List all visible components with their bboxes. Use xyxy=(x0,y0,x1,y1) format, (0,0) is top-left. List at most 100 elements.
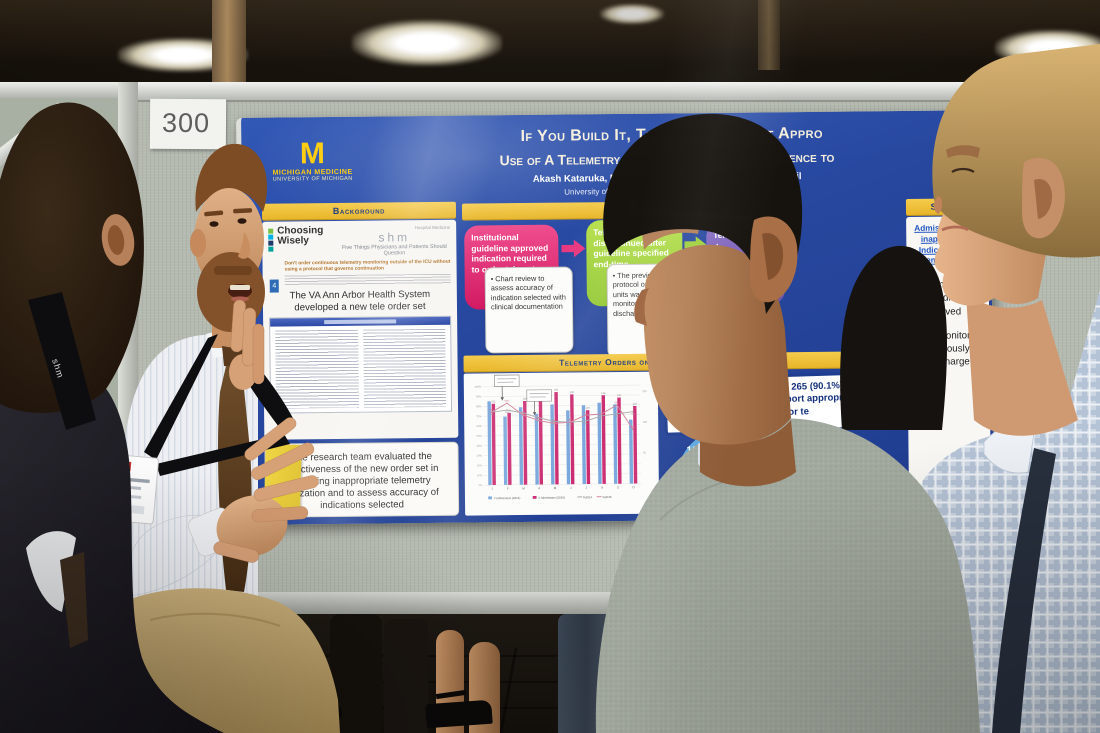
blond-nose-tip xyxy=(933,196,942,214)
svg-text:71%: 71% xyxy=(520,412,525,414)
svg-text:71%: 71% xyxy=(599,411,604,413)
left-attendee-collar xyxy=(26,531,76,612)
hall-column xyxy=(212,0,246,84)
svg-text:146: 146 xyxy=(570,391,575,394)
ceiling-light xyxy=(600,4,664,24)
darkhair-head xyxy=(840,245,947,430)
blond-neck xyxy=(966,294,1078,436)
svg-text:70%: 70% xyxy=(476,414,482,418)
ear-inner xyxy=(107,225,125,255)
presenter-eye xyxy=(209,221,219,227)
left-attendee-suit xyxy=(0,358,224,733)
person-blond-attendee xyxy=(894,44,1100,733)
svg-text:120: 120 xyxy=(586,407,591,410)
finger xyxy=(244,417,297,461)
svg-text:%2014: %2014 xyxy=(583,495,593,499)
presenter-ear xyxy=(190,229,206,257)
svg-text:J: J xyxy=(586,486,588,490)
svg-text:0%: 0% xyxy=(478,483,483,487)
svg-text:O: O xyxy=(632,485,635,489)
svg-text:90%: 90% xyxy=(476,394,482,398)
svg-text:63%: 63% xyxy=(568,419,573,421)
presenter-khaki-pants xyxy=(128,588,340,733)
svg-text:10%: 10% xyxy=(477,473,483,477)
blond-lips xyxy=(941,225,969,232)
graysuit-nose-hint xyxy=(634,288,649,326)
board-frame-rail xyxy=(0,82,118,98)
svg-text:136: 136 xyxy=(523,398,528,401)
svg-text:J: J xyxy=(491,487,493,491)
svg-text:50: 50 xyxy=(643,451,647,455)
presenter-nose xyxy=(238,232,251,259)
graysuit-neck-shadow xyxy=(700,420,796,487)
presenter-teeth xyxy=(230,285,250,290)
finger xyxy=(251,442,315,481)
presenter-eyebrow xyxy=(233,208,253,214)
finger xyxy=(251,506,309,523)
svg-text:76%: 76% xyxy=(505,412,510,414)
person-left-attendee: shm xyxy=(0,102,224,733)
admissions-appropriateness-combo-chart: 0% 10% 20% 30% 40% 50% 60% 70% 80% 90% 100% 50 100 15… xyxy=(475,374,648,500)
svg-text:65%: 65% xyxy=(536,418,541,420)
svg-text:A: A xyxy=(601,486,603,490)
finger xyxy=(253,475,319,502)
svg-text:74%: 74% xyxy=(489,414,494,416)
svg-text:S: S xyxy=(617,485,619,489)
graysuit-glasses-temple xyxy=(636,206,752,223)
presenter-lower-lip xyxy=(231,296,249,302)
person-darkhair-attendee xyxy=(840,245,947,430)
graysuit-glasses-edge xyxy=(628,198,639,217)
thumb xyxy=(213,541,259,563)
blond-eyebrow xyxy=(946,145,980,158)
svg-text:64%: 64% xyxy=(583,423,588,425)
svg-text:73%: 73% xyxy=(521,415,526,417)
svg-text:# Admissions (2015): # Admissions (2015) xyxy=(538,495,565,499)
svg-text:74%: 74% xyxy=(489,409,494,411)
hall-column-far xyxy=(758,0,780,70)
presenter-eyebrow xyxy=(204,210,224,217)
results-chart-panel: 0% 10% 20% 30% 40% 50% 60% 70% 80% 90% 100% 50 100 15… xyxy=(463,371,660,516)
svg-text:40%: 40% xyxy=(477,444,483,448)
svg-text:100: 100 xyxy=(643,420,648,424)
svg-text:J: J xyxy=(570,486,572,490)
board-frame-top-rail xyxy=(118,82,1100,102)
svg-text:132: 132 xyxy=(491,400,496,403)
svg-text:83%: 83% xyxy=(505,400,510,402)
presenter-hand-on-poster xyxy=(229,299,265,390)
svg-text:55%: 55% xyxy=(631,427,636,429)
svg-text:80%: 80% xyxy=(615,402,620,404)
svg-text:# Admissions (2014): # Admissions (2014) xyxy=(494,496,521,500)
svg-text:126: 126 xyxy=(633,403,638,406)
person-graysuit-attendee xyxy=(595,113,980,733)
svg-text:M: M xyxy=(554,486,557,490)
attendee-leg-pants xyxy=(384,619,428,733)
svg-text:63%: 63% xyxy=(568,424,573,426)
svg-text:F: F xyxy=(507,487,509,491)
svg-text:62%: 62% xyxy=(552,421,557,423)
presenter-lanyard-strap xyxy=(144,334,218,460)
svg-text:150: 150 xyxy=(642,389,647,393)
svg-text:144: 144 xyxy=(601,392,606,395)
research-poster: M MICHIGAN MEDICINE UNIVERSITY OF MICHIG… xyxy=(236,110,995,530)
svg-text:60%: 60% xyxy=(476,424,482,428)
left-attendee-head xyxy=(0,102,144,413)
svg-text:71%: 71% xyxy=(615,416,620,418)
person-presenter xyxy=(98,143,340,733)
presenter-pointing-hand xyxy=(213,417,319,563)
svg-text:70%: 70% xyxy=(583,412,588,414)
svg-text:73%: 73% xyxy=(631,414,636,416)
svg-text:150: 150 xyxy=(554,389,559,392)
svg-text:100%: 100% xyxy=(475,385,482,389)
ear-inner xyxy=(762,232,784,280)
pants-crease xyxy=(149,612,281,627)
presenter-eye xyxy=(237,218,247,224)
svg-text:%2015: %2015 xyxy=(602,495,612,499)
presenter-mustache xyxy=(214,266,252,275)
svg-text:A: A xyxy=(538,486,540,490)
finger xyxy=(252,323,265,385)
svg-text:20%: 20% xyxy=(477,463,483,467)
svg-text:140: 140 xyxy=(617,394,622,397)
svg-text:M: M xyxy=(522,486,525,490)
